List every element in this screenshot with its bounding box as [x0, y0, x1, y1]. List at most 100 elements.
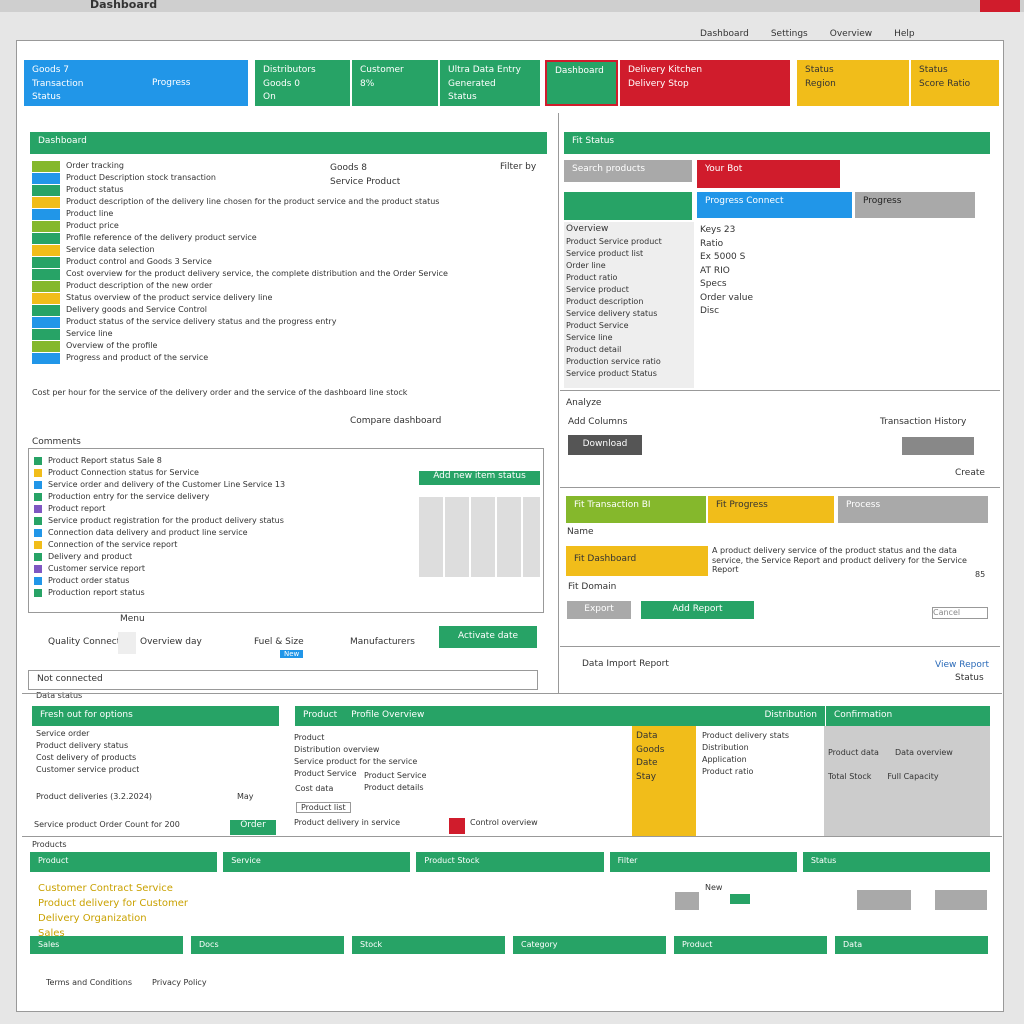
close[interactable] — [980, 0, 1020, 12]
line: Product details — [364, 783, 424, 792]
label: Product detail — [566, 345, 622, 354]
tile-text: Status — [32, 92, 61, 102]
yellow-field[interactable]: Fit Dashboard — [566, 546, 708, 576]
compare-link[interactable]: Compare dashboard — [350, 416, 442, 426]
tile-text: Ultra Data Entry — [448, 65, 521, 75]
nav-link[interactable]: Dashboard — [700, 29, 749, 39]
comment: Delivery and product — [34, 551, 414, 563]
tile-text: Distributors — [263, 65, 316, 75]
strip-cell[interactable]: Service — [223, 852, 411, 872]
export-button[interactable]: Export — [567, 601, 631, 619]
tile-text: Score Ratio — [919, 78, 971, 89]
row-text: Status overview of the product service d… — [30, 292, 510, 304]
strip-cell[interactable]: Data — [835, 936, 988, 954]
filter[interactable]: Filter by — [500, 162, 537, 172]
grid-row: Total Stock Full Capacity — [828, 772, 939, 781]
row-text: Delivery goods and Service Control — [30, 304, 510, 316]
cell: Product data — [828, 748, 879, 757]
row-text: Profile reference of the delivery produc… — [30, 232, 510, 244]
strip-cell[interactable]: Stock — [352, 936, 505, 954]
strip-cell[interactable]: Status — [802, 852, 991, 872]
add-button[interactable]: Add new item status — [419, 471, 540, 485]
gray-button[interactable]: Progress — [855, 192, 975, 218]
section-title: Comments — [32, 437, 81, 447]
line: Distribution overview — [294, 745, 380, 754]
strip-cell[interactable]: Product Stock — [416, 852, 604, 872]
comment: Connection data delivery and product lin… — [34, 527, 414, 539]
tile[interactable]: Ultra Data Entry Generated Status — [440, 60, 540, 106]
line: Product delivery for Customer — [38, 898, 188, 909]
value: Specs — [700, 279, 727, 289]
button[interactable] — [857, 890, 911, 910]
field-text: Fit Dashboard — [574, 554, 637, 564]
label: Service product Status — [566, 369, 657, 378]
panel-title: Profile Overview — [351, 710, 425, 720]
tile[interactable]: Goods 7 Transaction Status — [24, 60, 144, 106]
footer-link[interactable]: Terms and Conditions — [46, 978, 133, 987]
tile[interactable]: Progress — [144, 60, 248, 106]
label: Service product — [566, 285, 629, 294]
nav-link[interactable]: Help — [894, 29, 915, 39]
tile-text: Customer — [360, 65, 404, 75]
activate-button[interactable]: Activate date — [439, 626, 537, 648]
row-text: Product status — [30, 184, 510, 196]
line: Service product for the service — [294, 757, 418, 766]
download-button[interactable]: Download — [568, 435, 642, 455]
menu[interactable]: Menu — [120, 614, 145, 624]
label: Product delivery in service — [294, 818, 401, 827]
cancel[interactable]: Cancel — [932, 607, 988, 619]
line: Delivery Organization — [38, 913, 147, 924]
toggle[interactable] — [902, 437, 974, 455]
red-button[interactable]: Your Bot — [697, 160, 840, 188]
side-text: Service Product — [330, 176, 401, 187]
row-text: Cost overview for the product delivery s… — [30, 268, 510, 280]
strip-cell[interactable]: Sales — [30, 936, 183, 954]
order-button[interactable]: Order — [230, 820, 276, 835]
row-text: Product Description stock transaction — [30, 172, 510, 184]
cell: Full Capacity — [887, 772, 939, 781]
button-text: Progress Connect — [705, 196, 784, 206]
row-list: Order tracking Product Description stock … — [30, 160, 510, 364]
value: 85 — [975, 570, 986, 579]
search[interactable]: Search products — [564, 160, 692, 182]
strip-cell[interactable]: Category — [513, 936, 666, 954]
strip-cell[interactable]: Filter — [609, 852, 797, 872]
link[interactable]: Create — [955, 468, 985, 478]
tile[interactable]: Status Score Ratio — [911, 60, 999, 106]
tile[interactable]: Delivery Kitchen Delivery Stop — [620, 60, 790, 106]
strip-cell[interactable]: Product — [30, 852, 218, 872]
tile[interactable]: Fit Transaction BI — [566, 496, 706, 523]
button[interactable] — [935, 890, 987, 910]
label: Data Import Report — [582, 659, 669, 669]
comment: Production report status — [34, 587, 414, 599]
tile[interactable]: Distributors Goods 0 On — [255, 60, 350, 106]
add-report-button[interactable]: Add Report — [641, 601, 754, 619]
strip-cell[interactable]: Docs — [191, 936, 344, 954]
nav-link[interactable]: Settings — [770, 29, 808, 39]
cell: Product ratio — [702, 767, 754, 776]
cell: Data overview — [894, 748, 953, 757]
tile[interactable]: Dashboard — [545, 60, 618, 106]
tile[interactable]: Status Region — [797, 60, 909, 106]
line: Service order — [36, 729, 90, 738]
link[interactable]: View Report — [935, 660, 990, 670]
divider — [22, 836, 1002, 837]
nav-link[interactable]: Overview — [829, 29, 873, 39]
label: Cost data — [295, 784, 334, 793]
comment: Product order status — [34, 575, 414, 587]
tile[interactable]: Customer 8% — [352, 60, 438, 106]
footer-link[interactable]: Privacy Policy — [152, 978, 207, 987]
values: Keys 23 Ratio Ex 5000 S AT RIO Specs Order va… — [700, 224, 753, 319]
tile-text: Transaction — [32, 78, 84, 89]
blue-button[interactable]: Progress Connect — [697, 192, 852, 218]
strip-cell[interactable]: Product — [674, 936, 827, 954]
app-title: Dashboard — [90, 0, 158, 11]
tile-text: Status — [805, 65, 834, 75]
button-text: Your Bot — [705, 164, 743, 174]
tile-text: Process — [846, 500, 881, 510]
tile[interactable]: Process — [838, 496, 988, 523]
line: Product delivery status — [36, 741, 129, 750]
comment: Service order and delivery of the Custom… — [34, 479, 414, 491]
button[interactable]: Product list — [296, 802, 351, 813]
tile[interactable]: Fit Progress — [708, 496, 834, 523]
